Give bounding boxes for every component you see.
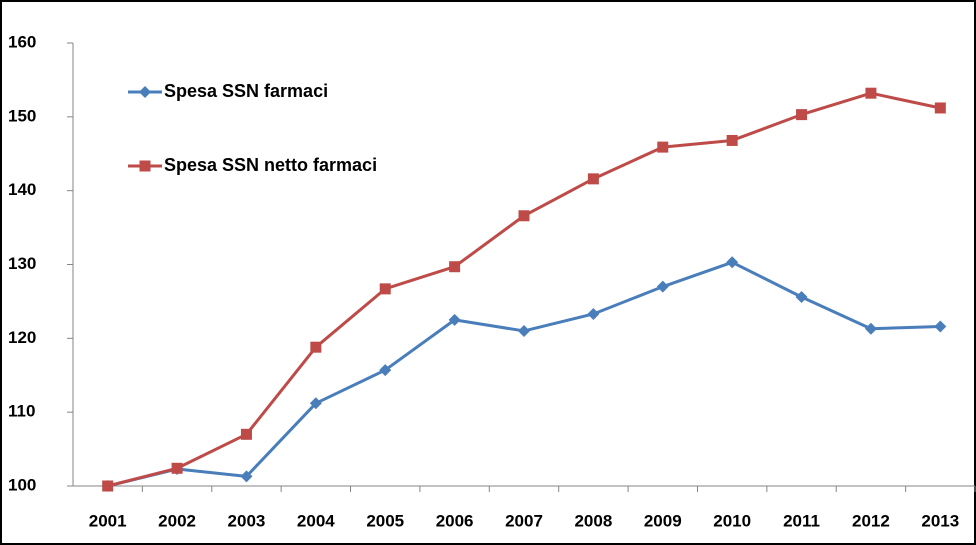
- data-point: [518, 324, 530, 337]
- data-point: [379, 364, 392, 377]
- data-point: [726, 134, 738, 146]
- x-tick-label: 2011: [783, 511, 820, 530]
- x-tick-label: 2007: [505, 511, 543, 530]
- y-tick-label: 140: [8, 180, 36, 199]
- x-tick-label: 2004: [297, 511, 335, 530]
- x-tick-label: 2002: [158, 511, 196, 530]
- legend-marker: [139, 160, 151, 172]
- y-tick-label: 100: [8, 475, 36, 494]
- data-point: [934, 102, 946, 114]
- data-point: [657, 141, 669, 153]
- x-tick-label: 2009: [644, 511, 682, 530]
- legend-text: Spesa SSN netto farmaci: [164, 155, 377, 175]
- y-tick-label: 150: [8, 106, 36, 125]
- x-tick-label: 2003: [228, 511, 266, 530]
- data-point: [310, 341, 322, 353]
- data-point: [102, 480, 114, 492]
- data-point: [240, 470, 253, 483]
- y-tick-label: 110: [8, 402, 35, 421]
- data-point: [795, 290, 808, 303]
- data-point: [240, 428, 252, 440]
- legend-text: Spesa SSN farmaci: [164, 81, 328, 101]
- x-tick-label: 2008: [574, 511, 612, 530]
- data-point: [587, 173, 599, 185]
- legend-marker: [139, 86, 151, 98]
- x-tick-label: 2006: [436, 511, 474, 530]
- data-point: [656, 280, 669, 293]
- data-point: [587, 307, 600, 320]
- data-point: [449, 261, 461, 273]
- data-point: [726, 256, 739, 269]
- data-point: [865, 87, 877, 99]
- x-tick-label: 2010: [713, 511, 751, 530]
- data-point: [518, 210, 530, 222]
- x-tick-label: 2005: [366, 511, 404, 530]
- x-tick-label: 2012: [852, 511, 890, 530]
- y-tick-label: 130: [8, 254, 36, 273]
- data-point: [796, 109, 808, 121]
- data-point: [379, 283, 391, 295]
- y-tick-label: 120: [8, 328, 36, 347]
- data-point: [864, 322, 877, 335]
- data-point: [171, 462, 183, 474]
- x-tick-label: 2001: [89, 511, 127, 530]
- y-tick-label: 160: [8, 32, 36, 51]
- data-point: [934, 320, 947, 333]
- x-tick-label: 2013: [921, 511, 959, 530]
- data-point: [448, 313, 461, 326]
- data-point: [309, 397, 322, 410]
